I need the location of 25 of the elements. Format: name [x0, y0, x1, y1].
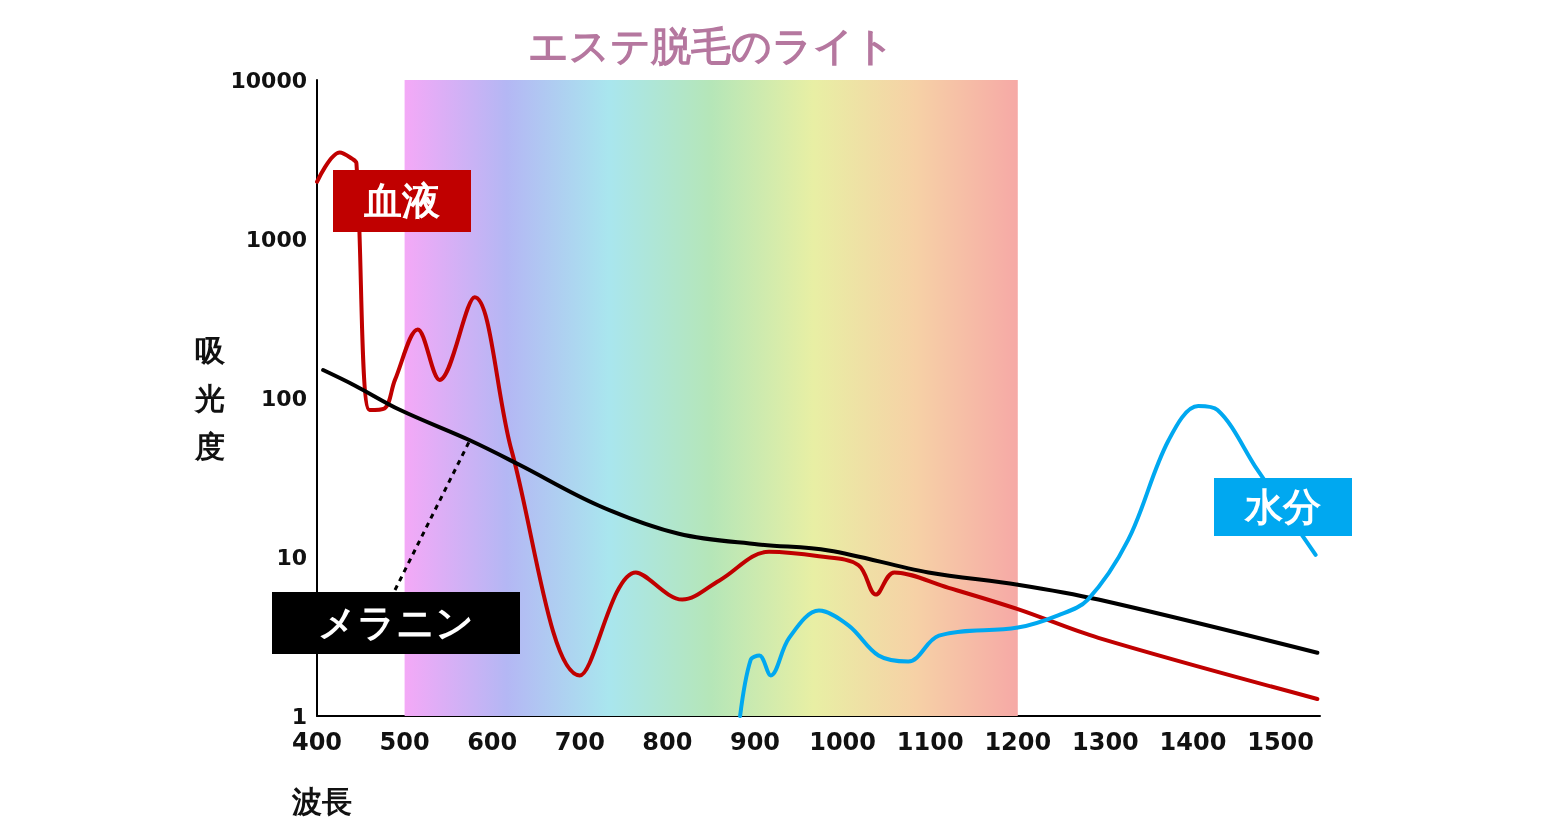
series-label: 水分 — [1244, 485, 1321, 529]
x-tick-label: 800 — [642, 728, 693, 756]
x-tick-label: 1100 — [896, 728, 964, 756]
x-tick-label: 1500 — [1247, 728, 1314, 756]
y-tick-label: 1000 — [245, 226, 307, 252]
y-tick-label: 1 — [291, 703, 307, 729]
x-tick-label: 900 — [729, 728, 781, 756]
y-tick-label: 100 — [261, 385, 307, 411]
series-label: 血液 — [363, 179, 440, 223]
x-tick-label: 400 — [291, 728, 343, 756]
x-tick-label: 1400 — [1159, 728, 1227, 756]
text: メラニン — [318, 601, 474, 645]
x-tick-label: 500 — [379, 728, 430, 756]
x-tick-label: 700 — [554, 728, 605, 756]
y-tick-label: 10000 — [230, 67, 307, 93]
y-axis-title: 吸光度 — [192, 332, 226, 464]
band-label: エステ脱毛のライト — [527, 23, 895, 69]
y-tick-label: 10 — [276, 544, 307, 570]
x-axis-title: 波長 — [291, 783, 352, 819]
x-tick-label: 1000 — [809, 728, 876, 756]
x-tick-label: 1300 — [1071, 728, 1139, 756]
line-series — [315, 150, 1320, 701]
x-tick-label: 600 — [467, 728, 518, 756]
line-series — [321, 368, 1320, 655]
x-tick-label: 1200 — [984, 728, 1052, 756]
